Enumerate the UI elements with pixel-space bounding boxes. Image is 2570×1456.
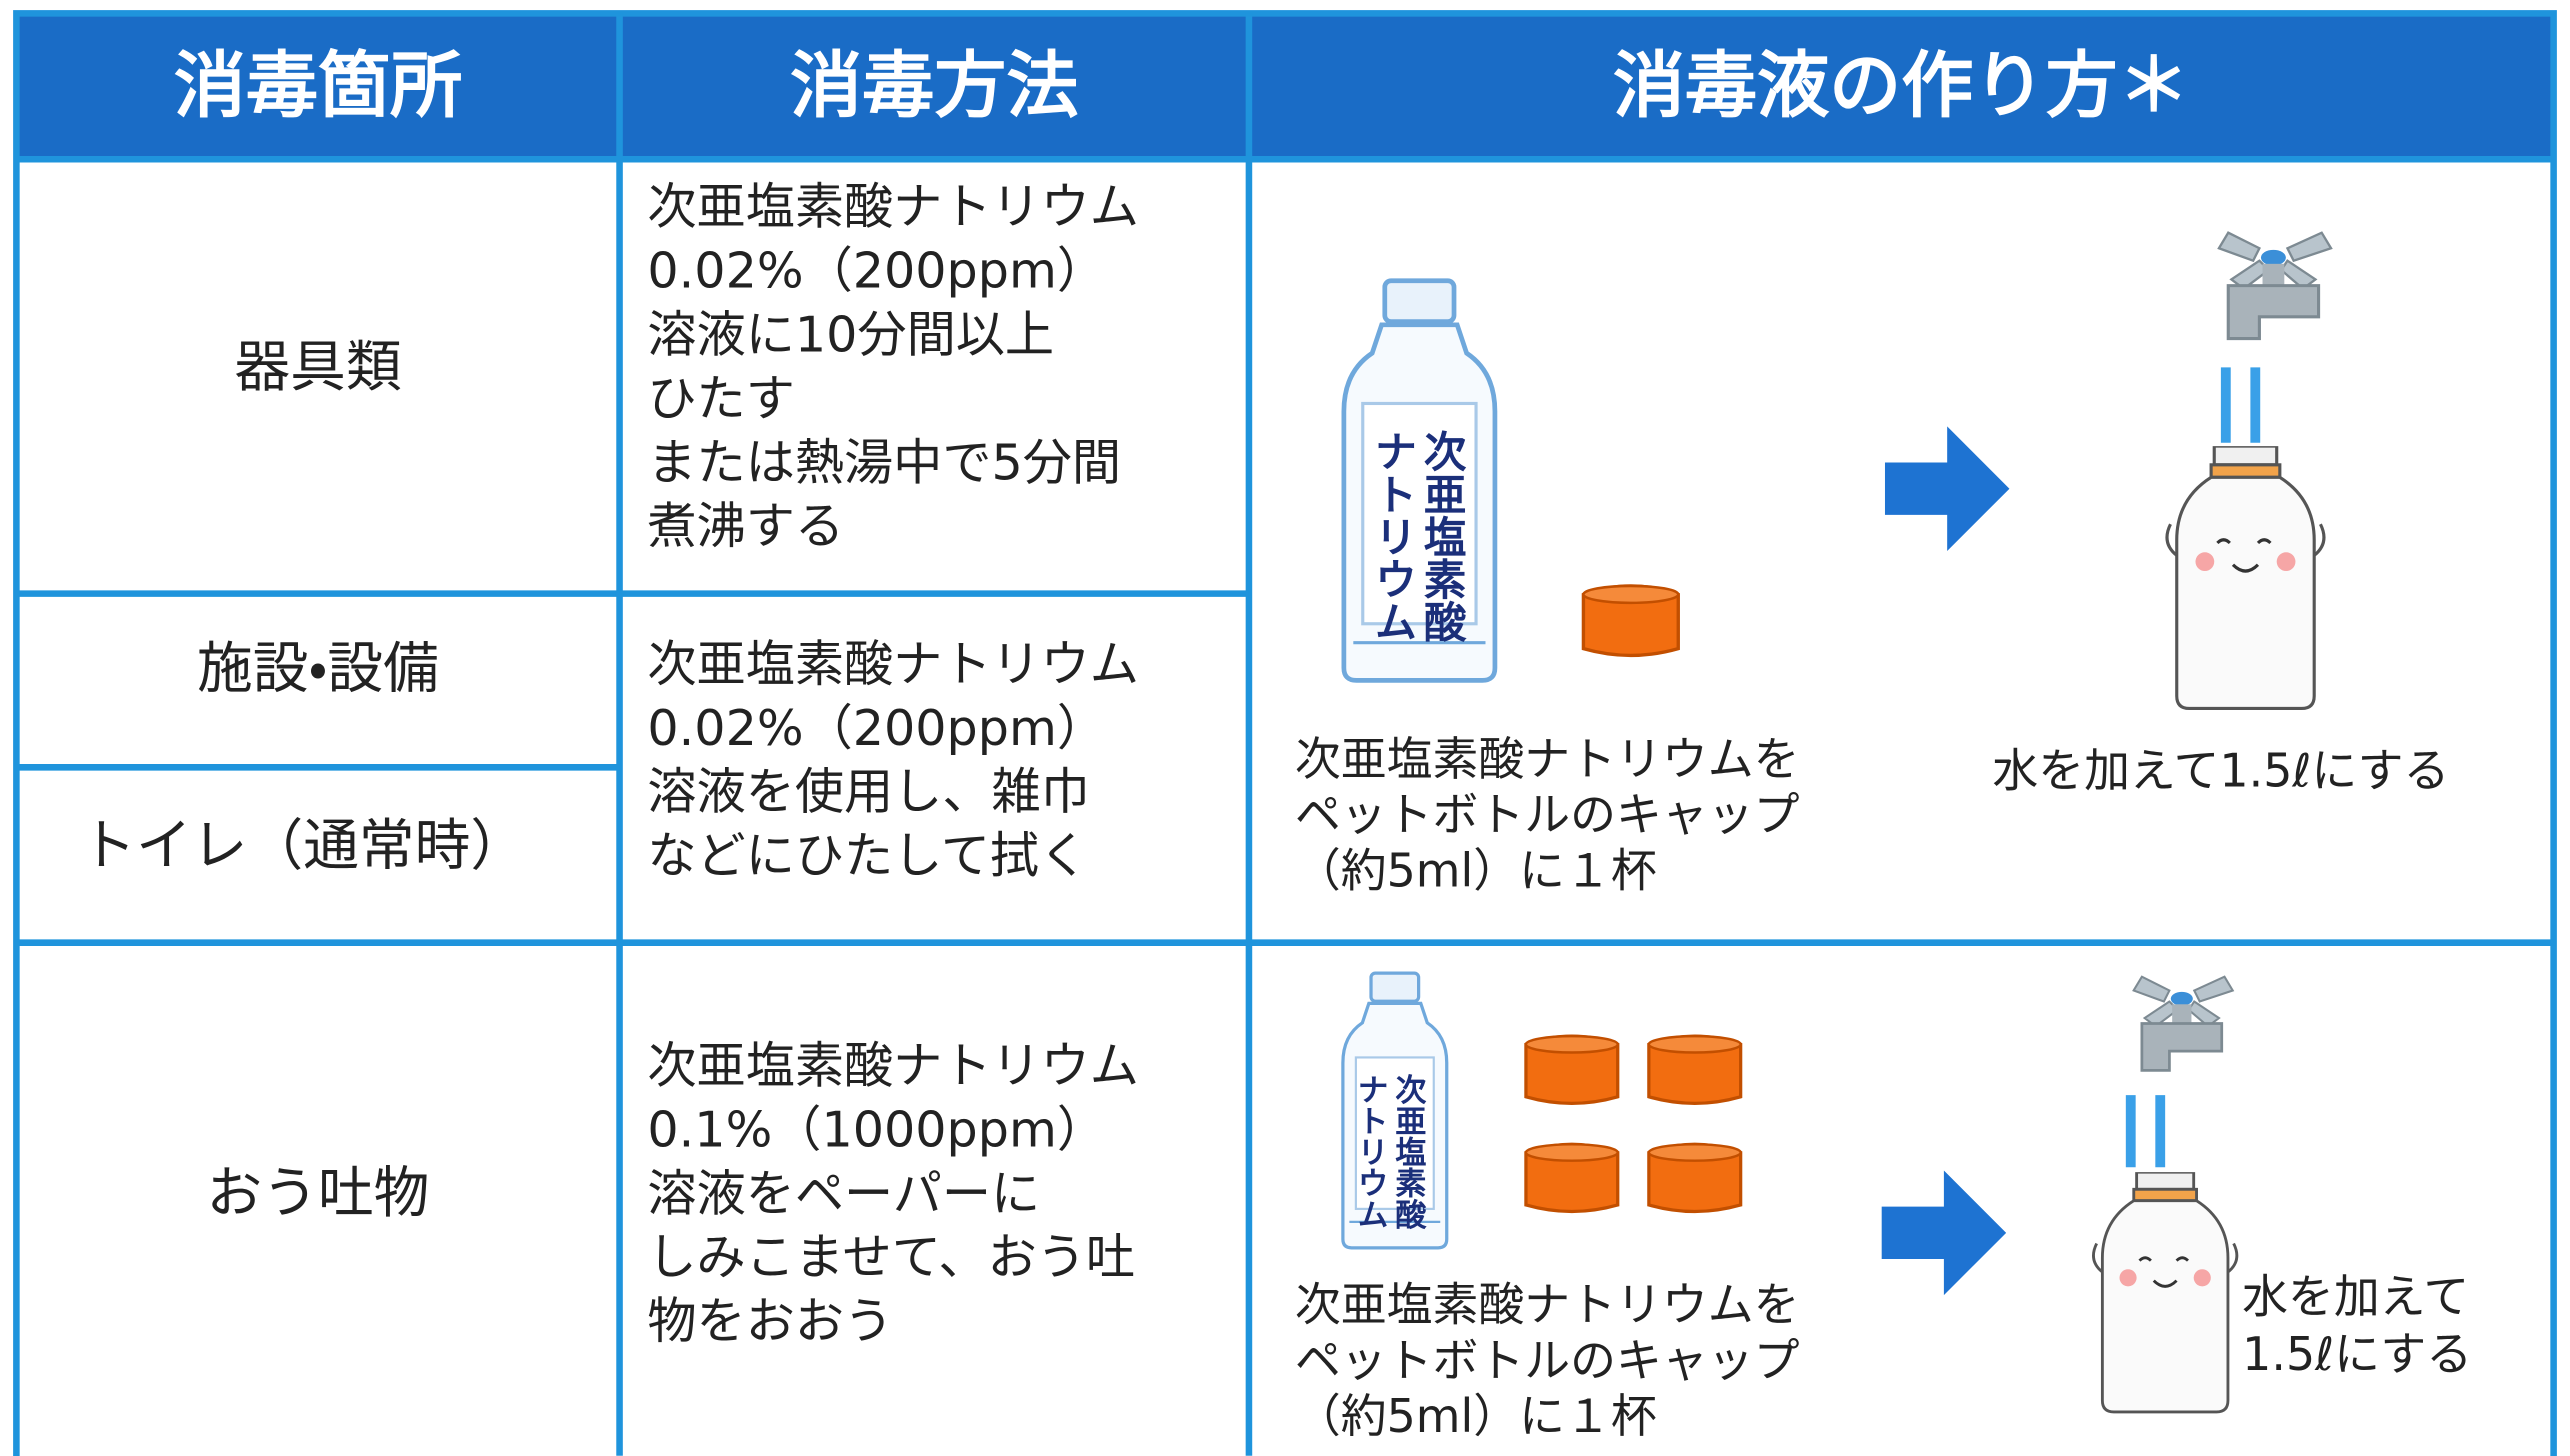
faucet (2217, 231, 2333, 341)
result-line: 水を加えて (2242, 1270, 2469, 1324)
header-cell: 消毒方法 (790, 44, 1078, 128)
cap (1524, 1034, 1620, 1106)
method-line: 溶液に10分間以上 (647, 305, 1054, 363)
place: 施設・設備 (197, 636, 439, 701)
arrow (1881, 1170, 2007, 1296)
cap (1647, 1142, 1743, 1214)
step-line: （約5ml）に１杯 (1295, 843, 1657, 897)
method-line: 次亜塩素酸ナトリウム (647, 1036, 1139, 1094)
grid (13, 10, 2557, 1456)
faucet (2132, 975, 2235, 1072)
header-bg (16, 13, 2554, 160)
method-line: などにひたして拭く (647, 827, 1088, 885)
method-line: しみこませて、おう吐 (647, 1228, 1135, 1286)
result-line: 水を加えて1.5ℓにする (1992, 743, 2449, 797)
bottle-label: 次亜塩素酸 (1417, 430, 1467, 643)
method-line: 次亜塩素酸ナトリウム (647, 635, 1139, 693)
step-line: ペットボトルのキャップ (1295, 788, 1800, 842)
method-line: または熱湯中で5分間 (647, 433, 1121, 491)
bottle-label: 次亜塩素酸 (1389, 1074, 1426, 1230)
method-line: 次亜塩素酸ナトリウム (647, 178, 1139, 236)
method-line: 0.1%（1000ppm） (647, 1100, 1106, 1158)
header-cell: 消毒液の作り方＊ (1613, 44, 2190, 128)
cap (1581, 584, 1680, 658)
step-line: ペットボトルのキャップ (1295, 1333, 1800, 1387)
method-line: ひたす (647, 369, 794, 427)
step-line: 次亜塩素酸ナトリウムを (1295, 1278, 1800, 1332)
place: トイレ（通常時） (80, 813, 526, 878)
water (2220, 367, 2261, 443)
cap (1647, 1034, 1743, 1106)
method-line: 溶液をペーパーに (647, 1164, 1040, 1222)
arrow (1884, 426, 2010, 551)
step-line: （約5ml）に１杯 (1295, 1389, 1657, 1443)
water (2125, 1095, 2166, 1168)
method-line: 溶液を使用し、雑巾 (647, 763, 1089, 821)
cap (1524, 1142, 1620, 1214)
pet-bottle (2165, 446, 2326, 711)
method-line: 煮沸する (647, 497, 844, 555)
place: おう吐物 (207, 1161, 430, 1226)
place: 器具類 (234, 335, 401, 400)
result-line: 1.5ℓにする (2242, 1327, 2472, 1381)
method-line: 物をおおう (647, 1292, 893, 1350)
pet-bottle (2091, 1172, 2239, 1414)
step-line: 次亜塩素酸ナトリウムを (1295, 732, 1800, 786)
method-line: 0.02%（200ppm） (647, 241, 1106, 299)
method-line: 0.02%（200ppm） (647, 699, 1106, 757)
bottle-label: ナトリウム (1367, 430, 1417, 643)
header-cell: 消毒箇所 (174, 44, 462, 128)
bottle-label: ナトリウム (1352, 1074, 1388, 1230)
